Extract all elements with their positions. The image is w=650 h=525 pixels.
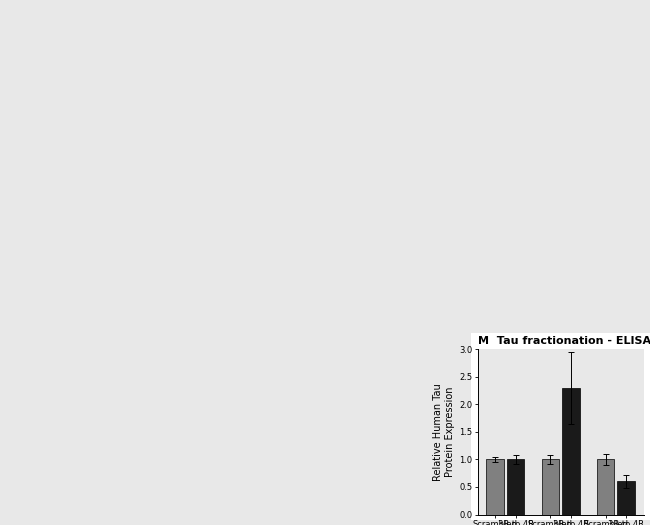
Y-axis label: Relative Human Tau
Protein Expression: Relative Human Tau Protein Expression bbox=[433, 383, 455, 481]
Bar bbox=[597, 459, 614, 514]
Bar bbox=[541, 459, 559, 514]
Text: M  Tau fractionation - ELISA: M Tau fractionation - ELISA bbox=[478, 335, 650, 345]
Bar bbox=[486, 459, 504, 514]
Bar bbox=[618, 481, 635, 514]
Bar bbox=[562, 387, 580, 514]
Bar bbox=[507, 459, 525, 514]
